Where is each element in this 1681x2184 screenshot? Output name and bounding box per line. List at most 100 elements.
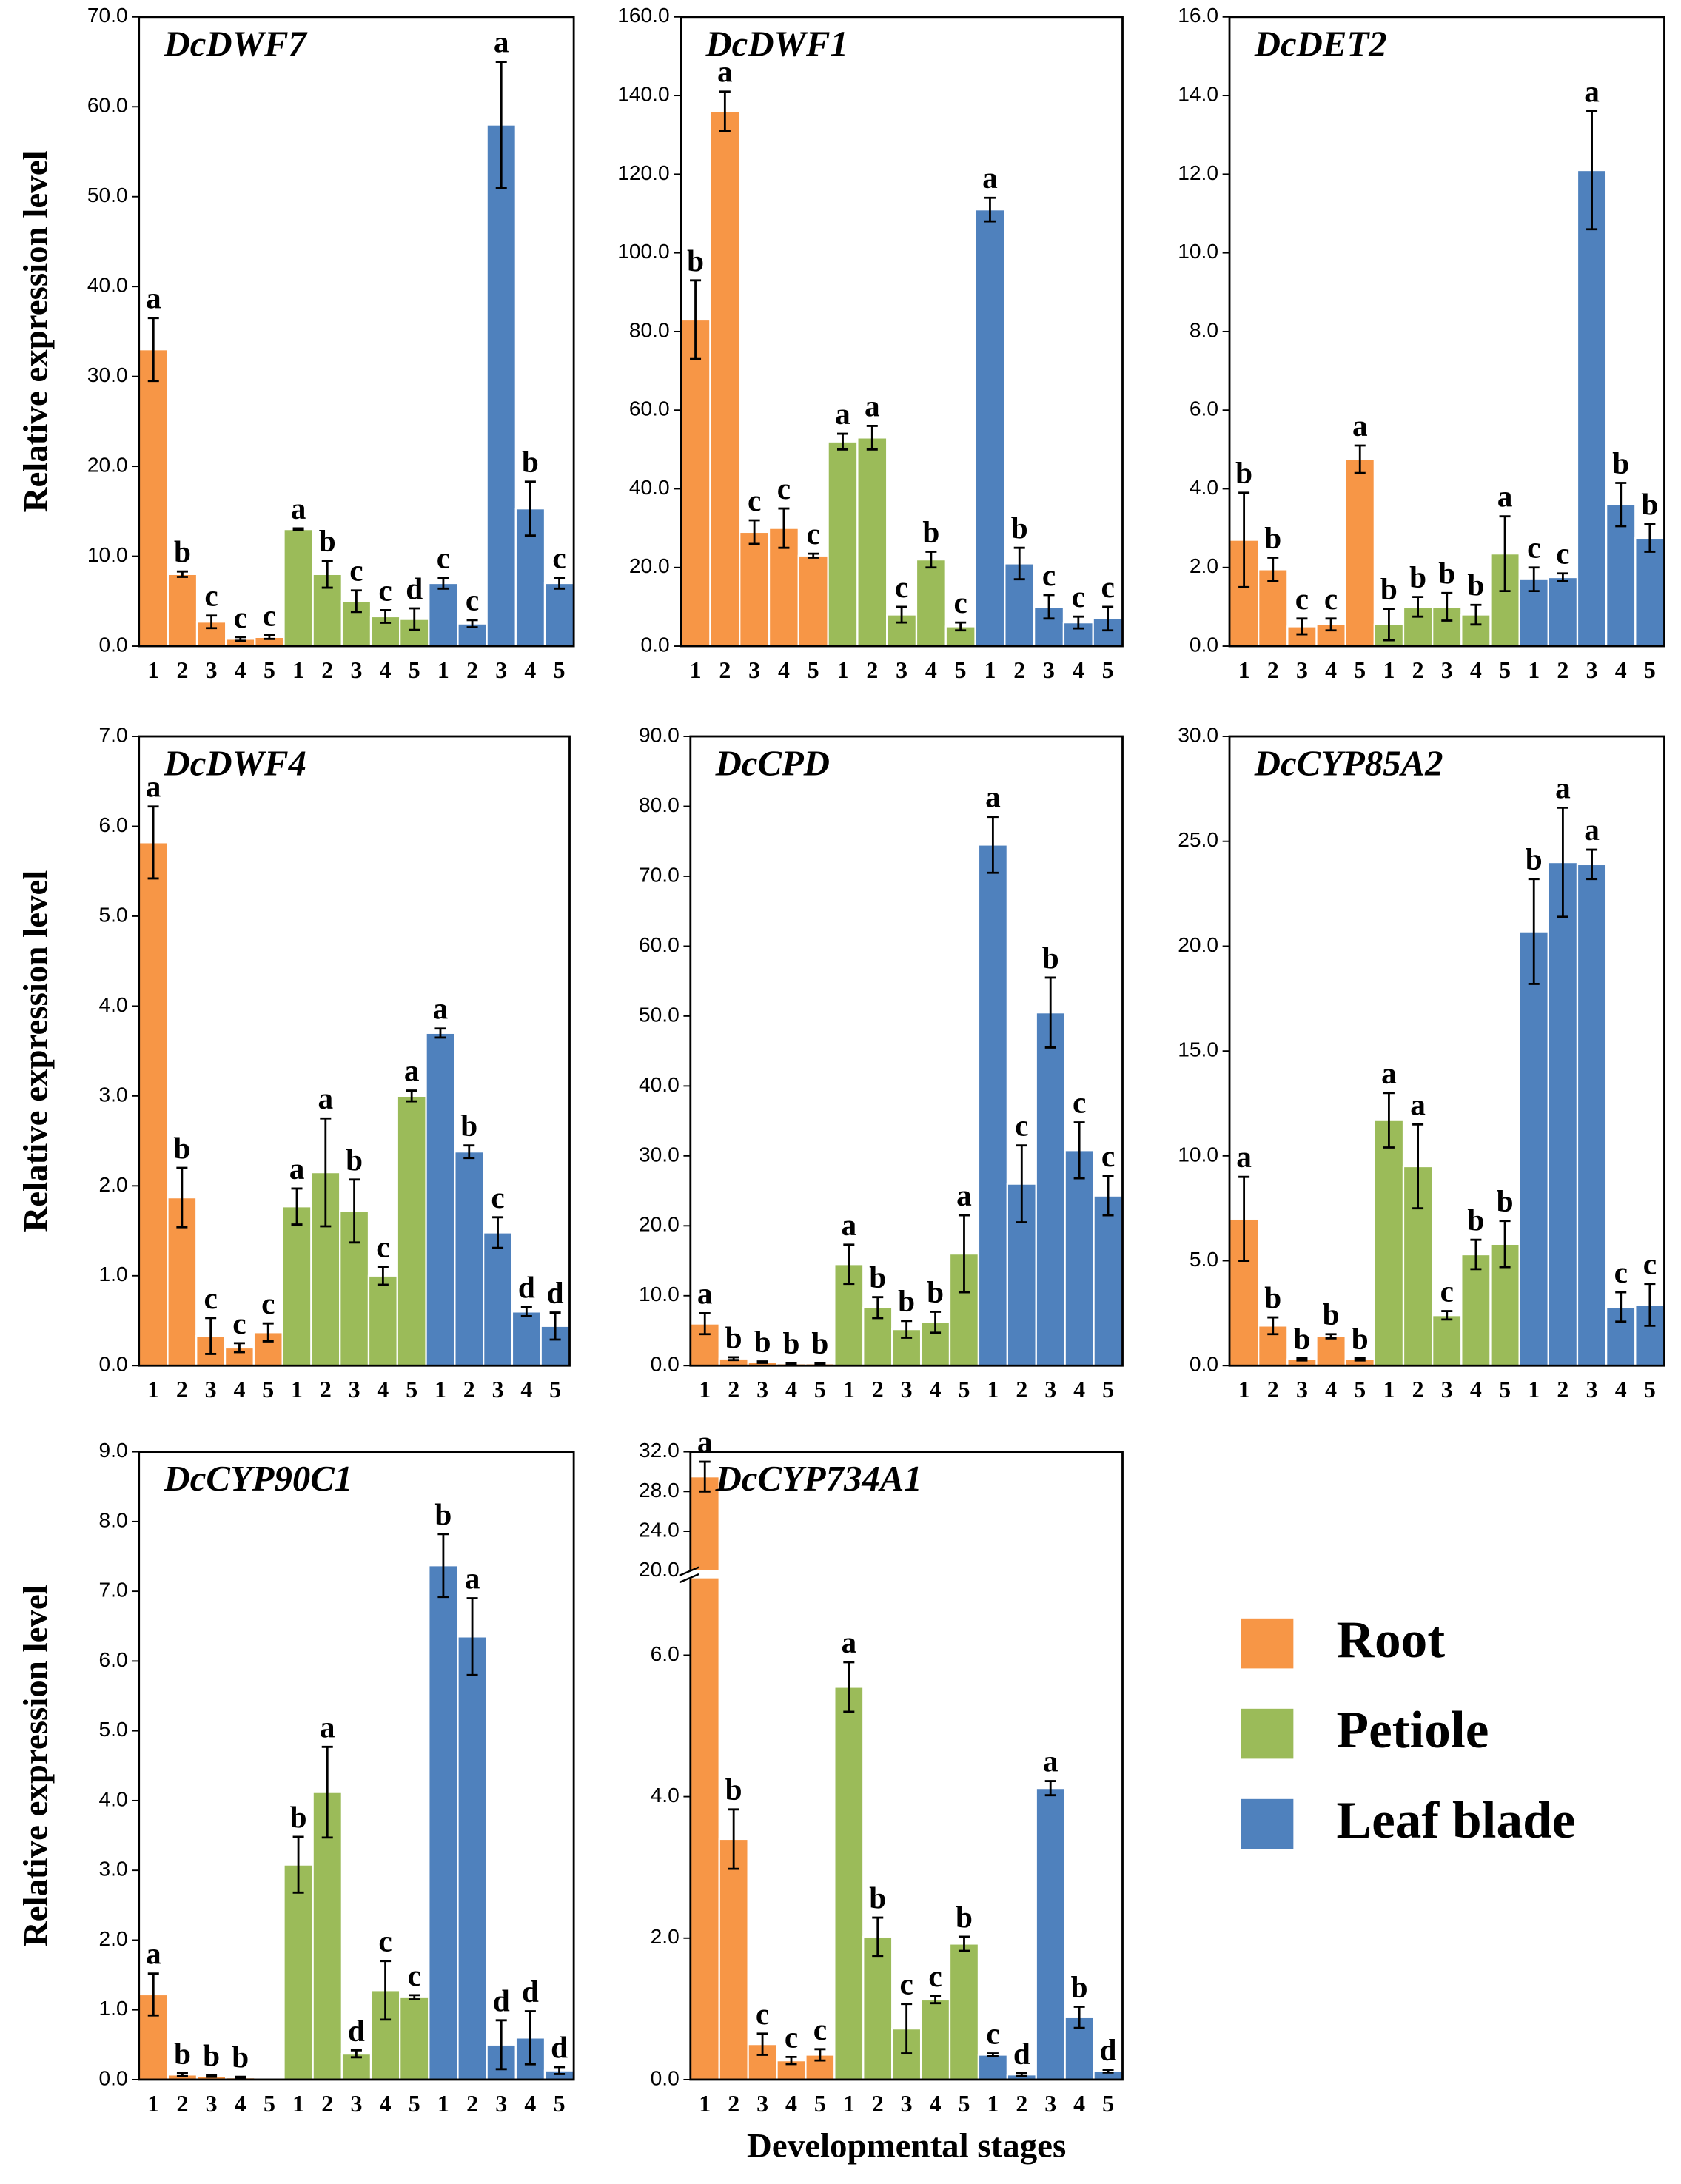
error-bar [1043, 594, 1055, 620]
error-bar [1528, 566, 1540, 593]
significance-letter: c [437, 541, 450, 575]
x-tick-label: 2 [1267, 657, 1279, 683]
significance-letter: a [1584, 74, 1600, 108]
y-tick-label: 5.0 [1190, 1248, 1218, 1271]
x-tick-label: 4 [1470, 1377, 1482, 1402]
error-bar [233, 1342, 245, 1354]
significance-letter: c [899, 1967, 913, 2001]
y-tick-label: 70.0 [87, 4, 128, 27]
significance-letter: b [956, 1900, 973, 1934]
y-tick-label: 10.0 [1178, 1143, 1218, 1166]
significance-letter: a [318, 1081, 333, 1115]
significance-letter: a [842, 1208, 857, 1242]
y-tick-label: 2.0 [99, 1173, 128, 1196]
error-bar [955, 621, 967, 632]
y-tick-label: 0.0 [1190, 633, 1218, 656]
error-bar [350, 2049, 362, 2059]
y-tick-label: 0.0 [641, 633, 670, 656]
x-tick-label: 1 [1238, 657, 1250, 683]
significance-letter: b [811, 1325, 828, 1360]
error-bar [987, 2052, 999, 2057]
x-tick-label: 3 [205, 1377, 217, 1402]
x-tick-label: 4 [778, 657, 790, 683]
y-tick-label: 80.0 [629, 318, 670, 341]
x-tick-label: 1 [147, 1377, 159, 1402]
y-tick-label: 30.0 [87, 363, 128, 386]
significance-letter: b [1042, 941, 1059, 975]
significance-letter: c [1101, 1139, 1115, 1173]
y-tick-label: 25.0 [1178, 828, 1218, 851]
y-tick-label: 8.0 [99, 1508, 128, 1531]
bar [514, 508, 546, 648]
y-tick-label: 0.0 [651, 2066, 680, 2089]
significance-letter: c [1440, 1274, 1454, 1308]
x-tick-label: 3 [1441, 657, 1453, 683]
error-bar [291, 1187, 303, 1226]
significance-letter: c [491, 1180, 504, 1214]
error-bar [896, 605, 907, 624]
x-tick-label: 1 [699, 2091, 711, 2117]
x-tick-label: 2 [1557, 657, 1568, 683]
error-bar [176, 570, 188, 578]
x-tick-label: 2 [176, 1377, 188, 1402]
error-bar [292, 527, 304, 531]
x-tick-label: 2 [719, 657, 731, 683]
error-bar [1644, 523, 1656, 553]
error-bar [1557, 806, 1568, 918]
y-tick-label: 12.0 [1178, 161, 1218, 184]
significance-letter: d [522, 1975, 539, 2009]
error-bar [872, 1916, 884, 1958]
x-tick-label: 4 [925, 657, 937, 683]
significance-letter: d [348, 2013, 365, 2047]
significance-letter: c [1643, 1247, 1657, 1281]
panel-title: DcCYP90C1 [163, 1459, 352, 1499]
y-tick-label: 28.0 [639, 1479, 680, 1502]
significance-letter: a [982, 161, 998, 195]
x-tick-label: 5 [814, 2091, 826, 2117]
bar [1373, 1119, 1405, 1367]
bar [1035, 1787, 1066, 2081]
error-bar [1499, 1220, 1511, 1269]
significance-letter: a [697, 1425, 713, 1459]
bar [856, 437, 888, 648]
significance-letter: d [406, 571, 423, 605]
error-bar [785, 1362, 797, 1365]
significance-letter: b [1438, 556, 1455, 590]
x-tick-label: 2 [463, 1377, 475, 1402]
significance-letter: b [754, 1325, 771, 1359]
x-tick-label: 4 [785, 1377, 797, 1402]
y-tick-label: 5.0 [99, 903, 128, 926]
x-tick-label: 4 [1073, 1377, 1085, 1402]
plot-frame [138, 16, 575, 648]
error-bar [843, 1661, 855, 1713]
x-tick-label: 2 [1016, 1377, 1027, 1402]
error-bar [1267, 557, 1279, 582]
significance-letter: c [777, 471, 791, 505]
significance-letter: c [1042, 558, 1056, 592]
x-tick-label: 1 [984, 657, 996, 683]
x-tick-label: 5 [409, 2091, 420, 2117]
x-tick-label: 2 [466, 657, 478, 683]
bar [833, 1686, 865, 2081]
significance-letter: b [898, 1284, 915, 1318]
y-tick-label: 6.0 [651, 1642, 680, 1665]
bar [283, 1864, 314, 2081]
bar [1344, 458, 1375, 648]
error-bar [549, 1311, 561, 1341]
significance-letter: b [922, 514, 939, 548]
error-bar [930, 1995, 942, 2005]
error-bar [1557, 572, 1568, 582]
significance-letter: b [1409, 560, 1426, 594]
significance-letter: a [320, 1710, 335, 1744]
x-tick-label: 1 [987, 1377, 999, 1402]
y-tick-label: 4.0 [1190, 476, 1218, 499]
x-tick-label: 1 [837, 657, 849, 683]
x-tick-label: 5 [959, 2091, 970, 2117]
x-tick-label: 4 [233, 1377, 245, 1402]
significance-letter: c [986, 2017, 999, 2051]
significance-letter: b [1526, 842, 1543, 876]
y-tick-label: 0.0 [651, 1353, 680, 1376]
error-bar [1325, 617, 1337, 632]
x-tick-label: 5 [814, 1377, 826, 1402]
